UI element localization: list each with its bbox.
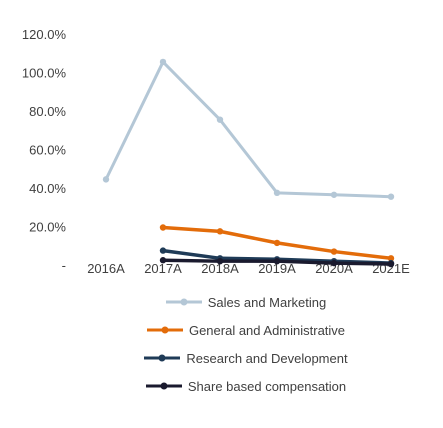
- series-point: [273, 257, 281, 265]
- legend-label-sales-marketing: Sales and Marketing: [207, 294, 327, 310]
- legend-swatch-share-based-compensation: [145, 382, 182, 390]
- legend-swatch-general-admin: [146, 326, 183, 334]
- series-point: [216, 228, 224, 235]
- legend-label-general-admin: General and Administrative: [188, 322, 346, 338]
- y-tick-label: 120.0%: [22, 27, 67, 42]
- legend-swatch-sales-marketing: [165, 298, 202, 306]
- series-point: [387, 255, 395, 262]
- series-point: [273, 189, 281, 197]
- line-chart: 120.0% 100.0% 80.0% 60.0% 40.0% 20.0% - 2016A 20…: [22, 27, 410, 276]
- series-point: [216, 116, 224, 123]
- x-tick-label: 2016A: [87, 261, 125, 276]
- y-tick-label: 80.0%: [29, 104, 66, 119]
- legend-item-sales-marketing: Sales and Marketing: [95, 288, 395, 316]
- y-tick-label: -: [62, 258, 66, 273]
- series-point: [273, 239, 281, 247]
- legend-item-general-admin: General and Administrative: [95, 316, 395, 344]
- y-tick-label: 60.0%: [29, 143, 66, 158]
- x-tick-label: 2019A: [258, 261, 296, 276]
- series-point: [159, 247, 167, 254]
- legend-swatch-research-development: [144, 354, 181, 362]
- series-point: [330, 248, 338, 255]
- y-tick-label: 100.0%: [22, 66, 67, 81]
- series-line: [104, 60, 392, 199]
- y-tick-label: 40.0%: [29, 181, 66, 196]
- series-point: [159, 257, 167, 264]
- series-point: [216, 257, 224, 265]
- legend-item-research-development: Research and Development: [95, 344, 395, 372]
- series-point: [387, 193, 395, 200]
- x-tick-label: 2018A: [201, 261, 239, 276]
- series-point: [330, 191, 338, 198]
- legend-label-research-development: Research and Development: [186, 350, 348, 366]
- series-point: [159, 58, 167, 66]
- chart-legend: Sales and Marketing General and Administ…: [95, 288, 395, 400]
- series-point: [330, 259, 338, 267]
- y-tick-label: 20.0%: [29, 220, 66, 235]
- series-point: [102, 176, 110, 183]
- x-tick-label: 2017A: [144, 261, 182, 276]
- series-point: [387, 260, 395, 268]
- legend-label-share-based-compensation: Share based compensation: [187, 378, 347, 394]
- series-point: [159, 224, 167, 231]
- legend-item-share-based-compensation: Share based compensation: [95, 372, 395, 400]
